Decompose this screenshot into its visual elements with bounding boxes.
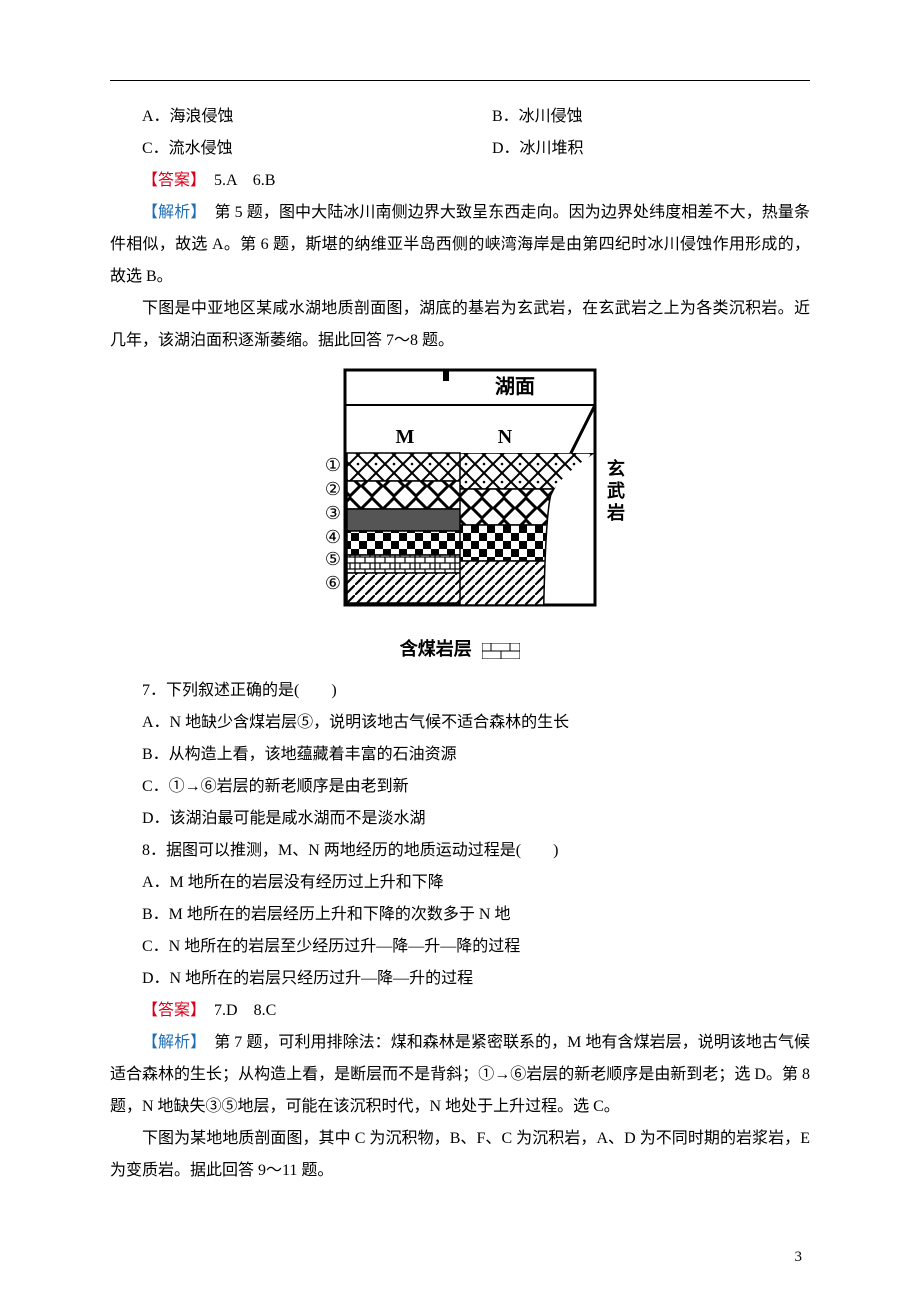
layer-label-4: ④ xyxy=(325,527,341,547)
q8-option-c: C．N 地所在的岩层至少经历过升—降—升—降的过程 xyxy=(110,931,810,963)
layer-label-2: ② xyxy=(325,479,341,499)
layer-label-1: ① xyxy=(325,455,341,475)
q56-option-c: C．流水侵蚀 xyxy=(110,133,460,165)
layer-label-5: ⑤ xyxy=(325,549,341,569)
q78-analysis: 【解析】 第 7 题，可利用排除法：煤和森林是紧密联系的，M 地有含煤岩层，说明… xyxy=(110,1027,810,1123)
layer-label-3: ③ xyxy=(325,503,341,523)
q8-stem: 8．据图可以推测，M、N 两地经历的地质运动过程是( ) xyxy=(110,835,810,867)
col-n-label: N xyxy=(498,426,513,448)
geology-cross-section: 湖面 M N 玄 武 岩 xyxy=(295,365,625,615)
q56-answer-line: 【答案】 5.A 6.B xyxy=(110,165,810,197)
lake-label: 湖面 xyxy=(495,375,535,398)
coal-legend: 含煤岩层 xyxy=(110,631,810,667)
coal-legend-text: 含煤岩层 xyxy=(400,639,472,659)
col-m-label: M xyxy=(396,426,415,448)
answer-label-78: 【答案】 xyxy=(142,1002,198,1019)
q78-answer: 7.D 8.C xyxy=(198,1002,276,1019)
q56-option-b: B．冰川侵蚀 xyxy=(460,101,810,133)
q56-option-d: D．冰川堆积 xyxy=(460,133,810,165)
q56-analysis-text: 第 5 题，图中大陆冰川南侧边界大致呈东西走向。因为边界处纬度相差不大，热量条件… xyxy=(110,204,810,285)
q56-answer: 5.A 6.B xyxy=(198,172,275,189)
q911-intro: 下图为某地地质剖面图，其中 C 为沉积物，B、F、C 为沉积岩，A、D 为不同时… xyxy=(110,1123,810,1187)
analysis-label: 【解析】 xyxy=(142,204,198,221)
q78-analysis-text: 第 7 题，可利用排除法：煤和森林是紧密联系的，M 地有含煤岩层，说明该地古气候… xyxy=(110,1034,810,1115)
top-rule xyxy=(110,80,810,81)
q56-analysis: 【解析】 第 5 题，图中大陆冰川南侧边界大致呈东西走向。因为边界处纬度相差不大… xyxy=(110,197,810,293)
q7-option-c: C．①→⑥岩层的新老顺序是由老到新 xyxy=(110,771,810,803)
basalt-label-2: 武 xyxy=(607,481,625,501)
q78-intro: 下图是中亚地区某咸水湖地质剖面图，湖底的基岩为玄武岩，在玄武岩之上为各类沉积岩。… xyxy=(110,293,810,357)
q8-option-d: D．N 地所在的岩层只经历过升—降—升的过程 xyxy=(110,963,810,995)
q7-stem: 7．下列叙述正确的是( ) xyxy=(110,675,810,707)
coal-swatch-icon xyxy=(482,643,520,659)
q56-options-row1: A．海浪侵蚀 B．冰川侵蚀 xyxy=(110,101,810,133)
layer-label-6: ⑥ xyxy=(325,573,341,593)
figure-78: 湖面 M N 玄 武 岩 xyxy=(110,365,810,667)
basalt-label-3: 岩 xyxy=(606,502,625,523)
basalt-label-1: 玄 xyxy=(607,458,625,479)
q7-option-a: A．N 地缺少含煤岩层⑤，说明该地古气候不适合森林的生长 xyxy=(110,707,810,739)
page-number: 3 xyxy=(795,1242,803,1272)
q56-option-a: A．海浪侵蚀 xyxy=(110,101,460,133)
q56-options-row2: C．流水侵蚀 D．冰川堆积 xyxy=(110,133,810,165)
analysis-label-78: 【解析】 xyxy=(142,1034,198,1051)
answer-label: 【答案】 xyxy=(142,172,198,189)
q8-option-b: B．M 地所在的岩层经历上升和下降的次数多于 N 地 xyxy=(110,899,810,931)
q78-answer-line: 【答案】 7.D 8.C xyxy=(110,995,810,1027)
q8-option-a: A．M 地所在的岩层没有经历过上升和下降 xyxy=(110,867,810,899)
q7-option-b: B．从构造上看，该地蕴藏着丰富的石油资源 xyxy=(110,739,810,771)
q7-option-d: D．该湖泊最可能是咸水湖而不是淡水湖 xyxy=(110,803,810,835)
